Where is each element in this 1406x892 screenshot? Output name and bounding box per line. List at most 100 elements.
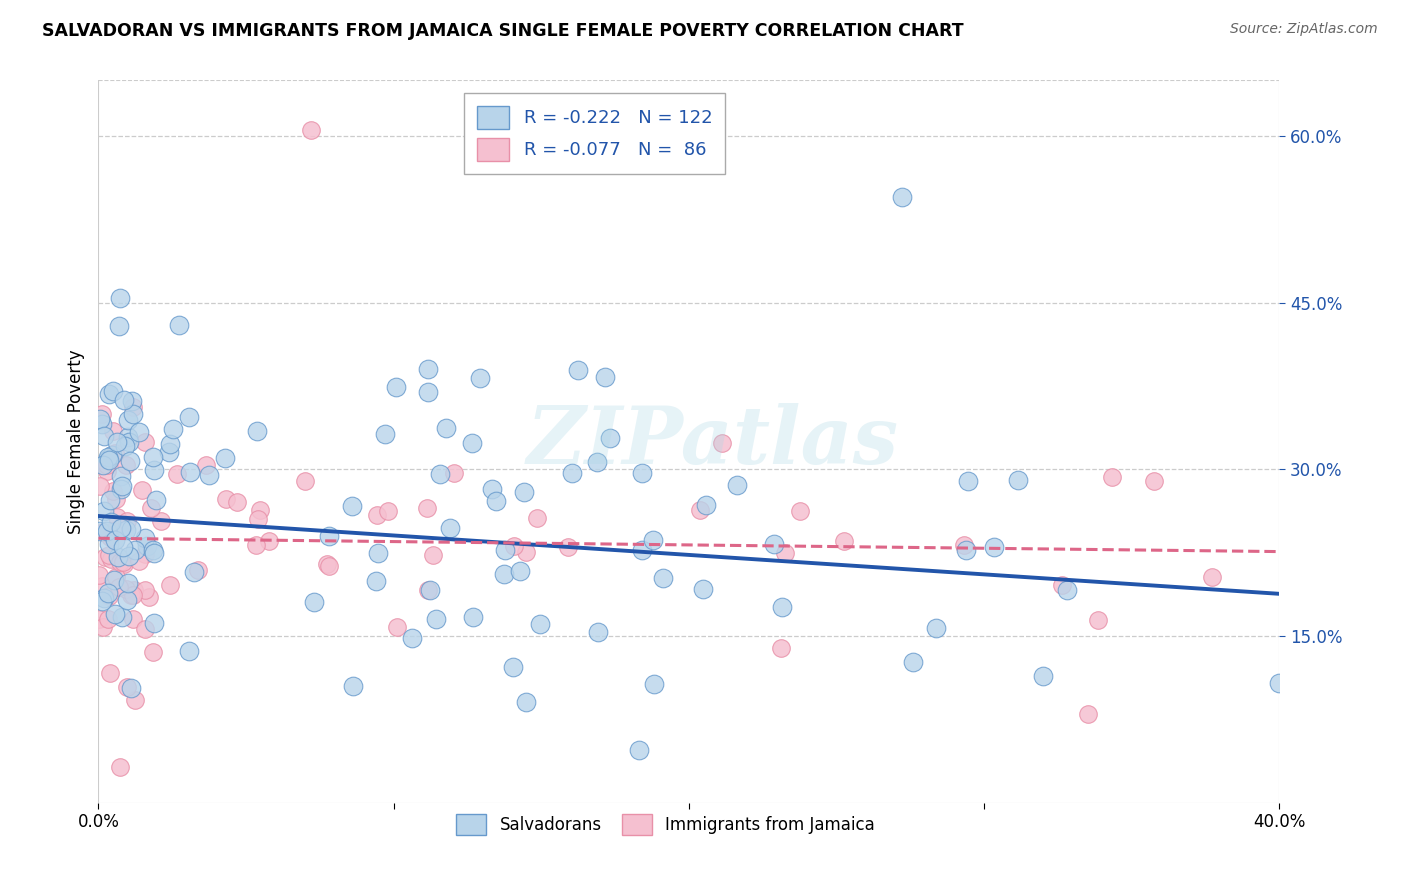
Point [225, 494, 247, 508]
Point [643, 677, 665, 691]
Point [110, 291, 132, 305]
Point [1087, 613, 1109, 627]
Point [599, 432, 621, 446]
Point [769, 640, 792, 655]
Point [110, 760, 132, 774]
Point [124, 543, 146, 558]
Point [101, 484, 124, 499]
Point [122, 611, 145, 625]
Point [100, 552, 122, 566]
Point [1056, 582, 1078, 597]
Point [143, 463, 166, 477]
Point [631, 543, 654, 558]
Point [134, 547, 156, 561]
Point [695, 498, 717, 512]
Point [138, 590, 160, 604]
Point [122, 401, 145, 415]
Point [117, 430, 139, 444]
Point [526, 510, 548, 524]
Point [515, 544, 537, 558]
Point [246, 424, 269, 438]
Point [770, 599, 793, 614]
Point [98, 453, 121, 467]
Point [1052, 577, 1074, 591]
Point [117, 412, 139, 426]
Point [434, 421, 457, 435]
Point [983, 540, 1005, 554]
Point [142, 450, 165, 465]
Point [439, 521, 461, 535]
Point [416, 362, 439, 376]
Point [789, 504, 811, 518]
Point [124, 693, 146, 707]
Point [166, 467, 188, 482]
Point [953, 538, 976, 552]
Point [1077, 706, 1099, 721]
Point [115, 593, 138, 607]
Point [122, 588, 145, 602]
Point [249, 502, 271, 516]
Point [97, 537, 120, 551]
Point [111, 610, 134, 624]
Legend: Salvadorans, Immigrants from Jamaica: Salvadorans, Immigrants from Jamaica [446, 804, 884, 845]
Point [179, 644, 201, 658]
Point [100, 516, 122, 530]
Point [1143, 474, 1166, 488]
Point [98, 589, 121, 603]
Point [141, 501, 163, 516]
Point [117, 680, 139, 694]
Point [294, 474, 316, 488]
Point [112, 540, 135, 554]
Point [194, 458, 217, 473]
Point [513, 484, 536, 499]
Point [118, 434, 141, 449]
Point [925, 621, 948, 635]
Point [124, 582, 146, 597]
Point [470, 370, 492, 384]
Point [98, 492, 121, 507]
Point [134, 435, 156, 450]
Point [87, 612, 110, 626]
Point [245, 538, 267, 552]
Point [1032, 669, 1054, 683]
Point [215, 491, 238, 506]
Point [159, 578, 181, 592]
Point [692, 582, 714, 596]
Point [463, 609, 485, 624]
Point [94, 549, 117, 564]
Point [1007, 473, 1029, 487]
Text: ZIPatlas: ZIPatlas [526, 403, 898, 480]
Point [529, 617, 551, 632]
Point [460, 436, 482, 450]
Point [120, 522, 142, 536]
Point [214, 451, 236, 466]
Point [128, 554, 150, 568]
Point [318, 558, 340, 573]
Point [111, 479, 134, 493]
Point [198, 467, 221, 482]
Point [485, 494, 508, 508]
Point [187, 563, 209, 577]
Point [121, 407, 143, 421]
Point [419, 583, 441, 598]
Text: SALVADORAN VS IMMIGRANTS FROM JAMAICA SINGLE FEMALE POVERTY CORRELATION CHART: SALVADORAN VS IMMIGRANTS FROM JAMAICA SI… [42, 22, 963, 40]
Point [515, 695, 537, 709]
Point [93, 429, 115, 443]
Point [134, 531, 156, 545]
Point [955, 542, 977, 557]
Point [101, 424, 124, 438]
Point [108, 555, 131, 569]
Point [93, 504, 115, 518]
Point [149, 514, 172, 528]
Point [110, 482, 132, 496]
Point [100, 530, 122, 544]
Point [567, 362, 589, 376]
Point [179, 465, 201, 479]
Point [91, 593, 114, 607]
Point [302, 595, 325, 609]
Point [105, 491, 128, 506]
Point [104, 607, 127, 622]
Point [107, 550, 129, 565]
Point [115, 524, 138, 538]
Point [104, 533, 127, 547]
